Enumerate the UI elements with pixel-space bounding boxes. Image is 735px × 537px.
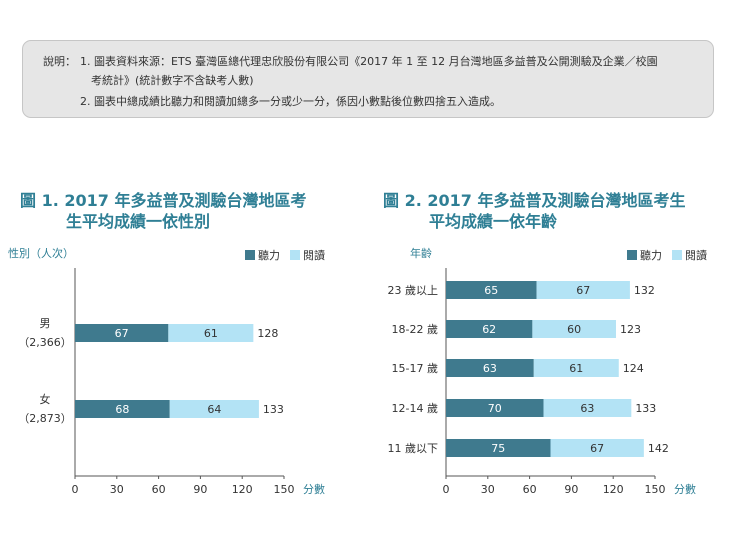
chart-1-data-label-reading-2: 64 [207, 403, 221, 416]
chart-1-x-axis-label: 分數 [303, 483, 325, 496]
chart-2-data-label-total-5: 142 [648, 442, 669, 455]
chart-1-data-label-listening-2: 68 [115, 403, 129, 416]
chart-1-legend-swatch-listening [245, 250, 255, 260]
chart-1-category-sublabel-1: （2,366） [18, 336, 72, 349]
chart-2-bar-reading-4 [543, 399, 632, 417]
chart-2-data-label-listening-2: 62 [482, 323, 496, 336]
chart-2-category-label-4: 12-14 歲 [392, 401, 438, 415]
chart-1-bar-listening-2 [75, 400, 170, 418]
note-label: 說明： [43, 55, 76, 68]
chart-2-x-tick-label-60: 60 [523, 483, 537, 496]
note-item-2: 2. 圖表中總成績比聽力和閱讀加總多一分或少一分，係因小數點後位數四捨五入造成。 [80, 95, 501, 108]
chart-1-data-label-listening-1: 67 [115, 327, 129, 340]
chart-1-legend-swatch-reading [290, 250, 300, 260]
chart-1-data-label-total-2: 133 [263, 403, 284, 416]
chart-1-title-line-1: 圖 1. 2017 年多益普及測驗台灣地區考 [20, 191, 307, 210]
chart-2-legend-swatch-listening [627, 250, 637, 260]
chart-2-category-label-2: 18-22 歲 [392, 322, 438, 336]
chart-2-category-label-3: 15-17 歲 [392, 361, 438, 375]
chart-2-data-label-listening-3: 63 [483, 362, 497, 375]
chart-2-category-label-1: 23 歲以上 [388, 283, 439, 297]
chart-2-data-label-total-2: 123 [620, 323, 641, 336]
chart-2-data-label-reading-3: 61 [569, 362, 583, 375]
chart-2-bar-reading-2 [532, 320, 616, 338]
chart-2-y-axis-label: 年齡 [410, 246, 432, 260]
chart-2-x-tick-label-30: 30 [481, 483, 495, 496]
explanation-note: 說明： 1. 圖表資料來源：ETS 臺灣區總代理忠欣股份有限公司《2017 年 … [22, 40, 714, 118]
chart-1-category-label-2: 女 [40, 392, 51, 406]
chart-2-bar-listening-2 [446, 320, 533, 338]
chart-1-legend-label-reading: 閱讀 [303, 248, 325, 262]
chart-1-data-label-total-1: 128 [257, 327, 278, 340]
chart-2-legend-label-listening: 聽力 [640, 249, 662, 262]
chart-1-data-label-reading-1: 61 [204, 327, 218, 340]
chart-2-data-label-listening-4: 70 [488, 402, 502, 415]
chart-2-data-label-reading-5: 67 [590, 442, 604, 455]
chart-2-data-label-listening-1: 65 [484, 284, 498, 297]
chart-2-data-label-reading-1: 67 [576, 284, 590, 297]
chart-2-bar-listening-1 [446, 281, 537, 299]
chart-2-bar-reading-5 [550, 439, 644, 457]
chart-1-category-label-1: 男 [40, 317, 51, 330]
chart-1-bar-listening-1 [75, 324, 169, 342]
chart-1-x-tick-label-0: 0 [72, 483, 79, 496]
note-item-1-line-2: 考統計》(統計數字不含缺考人數) [91, 74, 254, 87]
chart-2-x-tick-label-150: 150 [645, 483, 666, 496]
chart-2-data-label-total-3: 124 [623, 362, 644, 375]
chart-1-title-line-2: 生平均成績一依性別 [66, 212, 211, 231]
chart-1-title: 圖 1. 2017 年多益普及測驗台灣地區考 生平均成績一依性別 [20, 190, 350, 232]
chart-2-legend-swatch-reading [672, 250, 682, 260]
chart-1-category-sublabel-2: （2,873） [18, 412, 72, 425]
chart-2-title-line-1: 圖 2. 2017 年多益普及測驗台灣地區考生 [383, 191, 686, 210]
chart-2-category-label-5: 11 歲以下 [388, 441, 439, 455]
chart-2-bar-reading-1 [536, 281, 630, 299]
chart-1-bar-reading-2 [169, 400, 259, 418]
chart-2-data-label-total-1: 132 [634, 284, 655, 297]
chart-2-data-label-reading-4: 63 [580, 402, 594, 415]
chart-1-x-tick-label-90: 90 [193, 483, 207, 496]
chart-2-data-label-listening-5: 75 [491, 442, 505, 455]
chart-1-x-tick-label-60: 60 [152, 483, 166, 496]
chart-2-title: 圖 2. 2017 年多益普及測驗台灣地區考生 平均成績一依年齡 [383, 190, 728, 232]
chart-1-x-tick-label-150: 150 [274, 483, 295, 496]
chart-1-x-tick-label-30: 30 [110, 483, 124, 496]
chart-1-y-axis-label: 性別（人次） [8, 246, 74, 260]
chart-2-bar-listening-4 [446, 399, 544, 417]
chart-1-bar-reading-1 [168, 324, 254, 342]
chart-1-x-tick-label-120: 120 [232, 483, 253, 496]
chart-2-data-label-reading-2: 60 [567, 323, 581, 336]
chart-2-x-tick-label-90: 90 [564, 483, 578, 496]
chart-1-legend-label-listening: 聽力 [258, 249, 280, 262]
chart-2-legend-label-reading: 閱讀 [685, 248, 707, 262]
chart-2-x-tick-label-120: 120 [603, 483, 624, 496]
chart-2-bar-listening-3 [446, 359, 534, 377]
chart-2-bar-listening-5 [446, 439, 551, 457]
note-item-1-line-1: 1. 圖表資料來源：ETS 臺灣區總代理忠欣股份有限公司《2017 年 1 至 … [80, 55, 658, 68]
chart-2-x-axis-label: 分數 [674, 483, 696, 496]
chart-2-title-line-2: 平均成績一依年齡 [429, 212, 558, 231]
chart-2-bar-reading-3 [533, 359, 619, 377]
chart-2-data-label-total-4: 133 [635, 402, 656, 415]
chart-2-x-tick-label-0: 0 [443, 483, 450, 496]
